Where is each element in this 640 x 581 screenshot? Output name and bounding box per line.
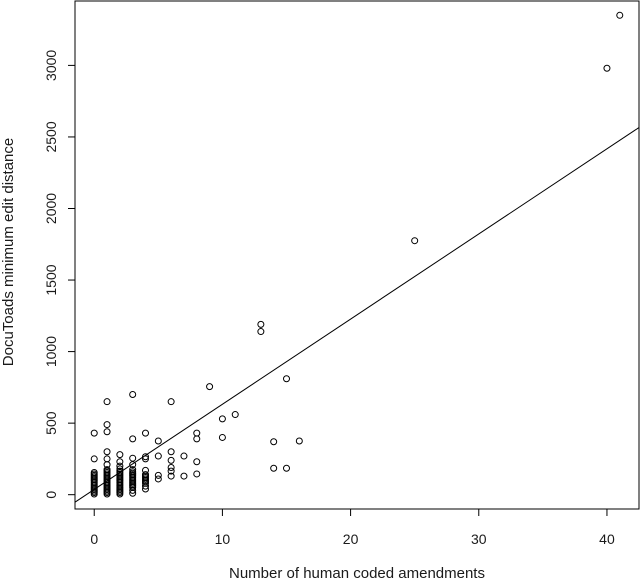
data-point xyxy=(270,464,278,472)
data-point xyxy=(142,455,149,463)
data-point xyxy=(180,452,188,460)
data-point xyxy=(103,398,111,406)
y-tick-label: 0 xyxy=(43,491,59,499)
data-point xyxy=(154,437,162,445)
y-tick-label: 2000 xyxy=(43,193,59,224)
x-tick-label: 20 xyxy=(343,531,359,547)
data-point xyxy=(142,453,149,461)
data-point xyxy=(142,429,149,437)
data-point xyxy=(167,456,175,464)
data-point xyxy=(103,421,111,429)
data-point xyxy=(180,472,188,480)
data-point xyxy=(616,11,624,19)
data-point xyxy=(116,451,124,459)
y-axis: 0 500 1000 1500 2000 2500 3000 xyxy=(43,50,75,499)
data-point xyxy=(283,375,290,383)
data-point xyxy=(257,320,265,328)
data-point xyxy=(90,455,98,463)
data-point xyxy=(90,429,98,437)
data-point xyxy=(129,391,137,399)
y-tick-label: 3000 xyxy=(43,50,59,81)
plot-frame xyxy=(74,0,640,510)
data-point xyxy=(116,462,124,470)
data-points xyxy=(90,11,624,498)
y-tick-label: 500 xyxy=(43,411,59,435)
data-point xyxy=(193,458,201,466)
data-point xyxy=(193,429,201,437)
x-axis-title: Number of human coded amendments xyxy=(229,565,485,581)
y-tick-label: 2500 xyxy=(43,121,59,152)
data-point xyxy=(257,328,265,336)
data-point xyxy=(206,383,214,391)
data-point xyxy=(270,438,278,446)
data-point xyxy=(295,437,303,445)
data-point xyxy=(103,448,111,456)
x-tick-label: 40 xyxy=(599,531,615,547)
data-point xyxy=(154,475,162,483)
data-point xyxy=(283,464,290,472)
data-point xyxy=(193,435,201,443)
data-point xyxy=(154,471,162,479)
regression-line-group xyxy=(74,127,640,503)
x-axis: 0 10 20 30 40 xyxy=(90,509,615,547)
data-point xyxy=(116,467,124,475)
y-tick-label: 1000 xyxy=(43,336,59,367)
data-point xyxy=(129,454,137,462)
data-point xyxy=(167,398,175,406)
data-point xyxy=(167,464,175,472)
data-point xyxy=(167,448,175,456)
data-point xyxy=(411,237,419,245)
data-point xyxy=(142,466,149,474)
data-point xyxy=(116,465,124,473)
data-point xyxy=(103,428,111,436)
data-point xyxy=(167,472,175,480)
data-point xyxy=(167,467,175,475)
x-tick-label: 30 xyxy=(471,531,487,547)
y-tick-label: 1500 xyxy=(43,264,59,295)
data-point xyxy=(129,435,137,443)
x-tick-label: 10 xyxy=(215,531,231,547)
data-point xyxy=(103,466,111,474)
y-axis-title: DocuToads minimum edit distance xyxy=(0,138,17,366)
data-point xyxy=(90,469,98,477)
regression-line xyxy=(74,127,640,503)
data-point xyxy=(231,411,239,419)
data-point xyxy=(129,466,137,474)
data-point xyxy=(218,415,226,423)
data-point xyxy=(142,471,149,479)
data-point xyxy=(603,64,611,72)
data-point xyxy=(129,468,137,476)
x-tick-label: 0 xyxy=(90,531,98,547)
data-point xyxy=(154,452,162,460)
data-point xyxy=(103,455,111,463)
data-point xyxy=(116,458,124,466)
data-point xyxy=(193,470,201,478)
data-point xyxy=(218,433,226,441)
